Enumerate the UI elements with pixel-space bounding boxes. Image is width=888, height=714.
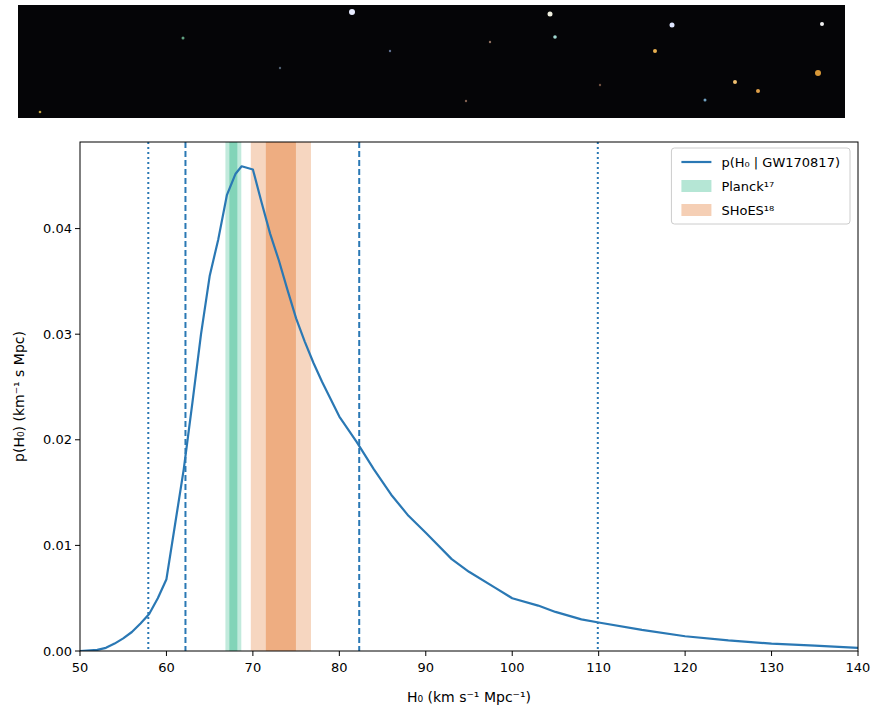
star bbox=[389, 50, 391, 52]
y-tick-label: 0.00 bbox=[43, 644, 72, 659]
star bbox=[820, 22, 824, 26]
x-tick-label: 120 bbox=[673, 660, 698, 675]
y-axis-title: p(H₀) (km⁻¹ s Mpc) bbox=[11, 331, 27, 462]
x-tick bbox=[425, 651, 426, 656]
y-tick bbox=[75, 334, 80, 335]
y-tick-label: 0.01 bbox=[43, 538, 72, 553]
x-tick bbox=[252, 651, 253, 656]
star bbox=[653, 49, 657, 53]
legend-patch bbox=[681, 204, 711, 216]
x-tick-label: 100 bbox=[500, 660, 525, 675]
x-tick bbox=[771, 651, 772, 656]
legend-patch bbox=[681, 180, 711, 192]
x-tick-label: 140 bbox=[846, 660, 871, 675]
legend-line bbox=[681, 161, 711, 163]
band-outer bbox=[251, 142, 311, 651]
y-tick bbox=[75, 545, 80, 546]
x-axis-title: H₀ (km s⁻¹ Mpc⁻¹) bbox=[407, 689, 531, 705]
star bbox=[465, 100, 467, 102]
star bbox=[279, 67, 281, 69]
band-inner bbox=[229, 142, 237, 651]
star bbox=[548, 12, 553, 17]
x-tick-label: 70 bbox=[245, 660, 262, 675]
star bbox=[349, 9, 355, 15]
plot-area bbox=[80, 142, 858, 651]
x-tick bbox=[598, 651, 599, 656]
star bbox=[756, 89, 760, 93]
sky-background bbox=[18, 5, 845, 118]
x-tick-label: 50 bbox=[72, 660, 89, 675]
y-tick bbox=[75, 439, 80, 440]
interval-line bbox=[147, 142, 149, 651]
x-tick-label: 60 bbox=[158, 660, 175, 675]
sky-image bbox=[18, 5, 845, 118]
x-tick-label: 110 bbox=[586, 660, 611, 675]
x-tick-label: 80 bbox=[331, 660, 348, 675]
interval-line bbox=[184, 142, 186, 651]
plot-frame bbox=[80, 142, 858, 651]
star bbox=[599, 84, 601, 86]
x-tick bbox=[166, 651, 167, 656]
x-tick bbox=[339, 651, 340, 656]
star bbox=[553, 35, 557, 39]
x-tick bbox=[512, 651, 513, 656]
x-tick bbox=[80, 651, 81, 656]
x-tick-label: 90 bbox=[418, 660, 435, 675]
y-tick-label: 0.03 bbox=[43, 327, 72, 342]
interval-line bbox=[597, 142, 599, 651]
y-tick-label: 0.04 bbox=[43, 221, 72, 236]
band-inner bbox=[266, 142, 296, 651]
y-tick-label: 0.02 bbox=[43, 432, 72, 447]
interval-line bbox=[358, 142, 360, 651]
y-tick bbox=[75, 228, 80, 229]
star bbox=[39, 111, 42, 114]
star bbox=[815, 70, 821, 76]
legend-box bbox=[671, 148, 850, 224]
legend-label: Planck¹⁷ bbox=[721, 179, 774, 194]
x-tick bbox=[858, 651, 859, 656]
star bbox=[670, 23, 675, 28]
star bbox=[182, 37, 185, 40]
legend-label: SHoES¹⁸ bbox=[721, 203, 774, 218]
band-outer bbox=[225, 142, 241, 651]
posterior-line bbox=[80, 166, 858, 651]
star bbox=[704, 99, 707, 102]
x-tick-label: 130 bbox=[759, 660, 784, 675]
star bbox=[733, 80, 737, 84]
legend: p(H₀ | GW170817) Planck¹⁷ SHoES¹⁸ bbox=[671, 148, 850, 224]
x-tick bbox=[685, 651, 686, 656]
star bbox=[489, 41, 491, 43]
y-tick bbox=[75, 651, 80, 652]
chart: 50 60 70 80 90 100 110 120 130 140 0.00 0.01 0.02 0.0… bbox=[0, 0, 888, 714]
legend-label: p(H₀ | GW170817) bbox=[721, 155, 840, 170]
